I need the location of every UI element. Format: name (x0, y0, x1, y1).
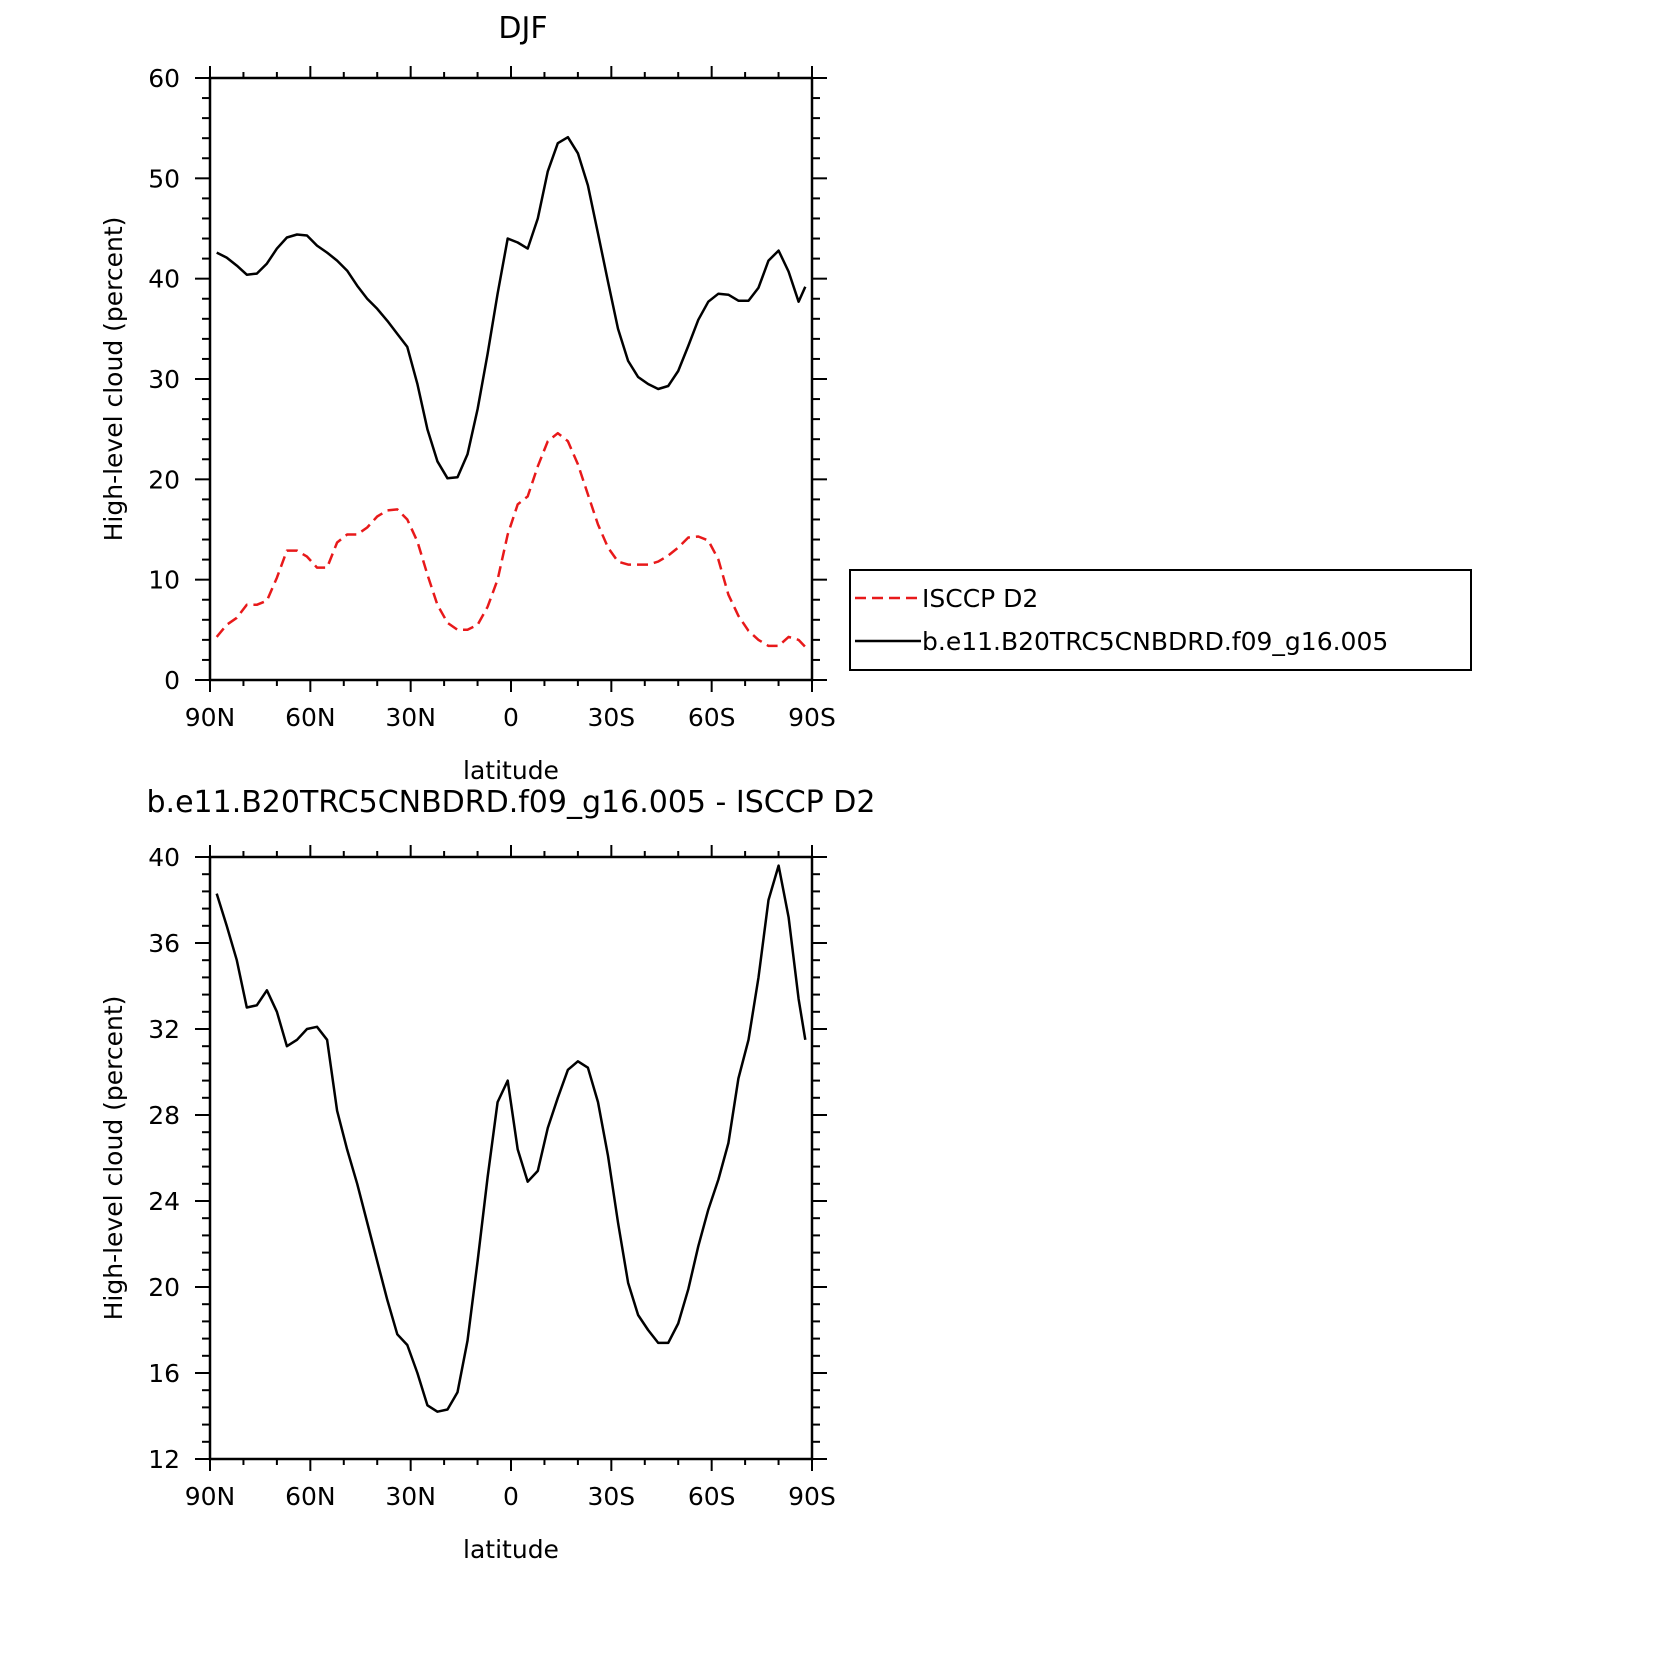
x-tick-label: 0 (503, 1482, 519, 1511)
y-tick-label: 32 (148, 1015, 180, 1044)
top-panel-tick-labels: 90N 60N 30N 0 30S 60S 90S 0 10 20 30 40 50 60 (148, 64, 836, 732)
legend: ISCCP D2 b.e11.B20TRC5CNBDRD.f09_g16.005 (849, 569, 1472, 671)
x-tick-label: 30S (587, 703, 635, 732)
x-tick-label: 90N (185, 703, 236, 732)
bottom-panel-title: b.e11.B20TRC5CNBDRD.f09_g16.005 - ISCCP … (146, 785, 875, 820)
y-tick-label: 0 (164, 666, 180, 695)
x-tick-label: 30N (385, 703, 436, 732)
y-tick-label: 40 (148, 265, 180, 294)
top-panel-y-axis-label: High-level cloud (percent) (99, 217, 128, 542)
bottom-panel-tick-labels: 90N 60N 30N 0 30S 60S 90S 12 16 20 24 28 32 36 40 (148, 843, 836, 1511)
top-panel-title: DJF (498, 11, 547, 46)
bottom-panel-series (215, 864, 807, 1413)
x-tick-label: 30N (385, 1482, 436, 1511)
legend-label-model: b.e11.B20TRC5CNBDRD.f09_g16.005 (922, 627, 1388, 656)
x-tick-label: 0 (503, 703, 519, 732)
x-tick-label: 90N (185, 1482, 236, 1511)
bottom-panel-plot-frame (208, 855, 814, 1461)
series-line-1 (216, 135, 807, 480)
y-tick-label: 16 (148, 1359, 180, 1388)
x-tick-label: 60N (285, 703, 336, 732)
top-panel: DJF 90N 60N 30N 0 30S 60S 90S 0 10 20 30 40 50 60 lat… (99, 11, 836, 785)
y-tick-label: 24 (148, 1187, 180, 1216)
bottom-panel-y-axis-label: High-level cloud (percent) (99, 996, 128, 1321)
top-panel-x-axis-label: latitude (463, 756, 559, 785)
legend-label-isccp: ISCCP D2 (922, 584, 1038, 613)
y-tick-label: 30 (148, 365, 180, 394)
x-tick-label: 90S (788, 703, 836, 732)
x-tick-label: 60S (688, 1482, 736, 1511)
x-tick-label: 90S (788, 1482, 836, 1511)
y-tick-label: 20 (148, 465, 180, 494)
y-tick-label: 28 (148, 1101, 180, 1130)
x-tick-label: 30S (587, 1482, 635, 1511)
y-tick-label: 60 (148, 64, 180, 93)
series-line-0 (215, 431, 807, 648)
top-panel-ticks (195, 66, 827, 692)
y-tick-label: 12 (148, 1445, 180, 1474)
top-panel-plot-frame (208, 76, 814, 682)
legend-box (849, 569, 1472, 671)
y-tick-label: 36 (148, 929, 180, 958)
x-tick-label: 60S (688, 703, 736, 732)
x-tick-label: 60N (285, 1482, 336, 1511)
bottom-panel-x-axis-label: latitude (463, 1535, 559, 1564)
y-tick-label: 50 (148, 164, 180, 193)
top-panel-series (215, 135, 807, 648)
y-tick-label: 10 (148, 566, 180, 595)
bottom-panel: b.e11.B20TRC5CNBDRD.f09_g16.005 - ISCCP … (99, 785, 876, 1564)
y-tick-label: 20 (148, 1273, 180, 1302)
bottom-panel-ticks (195, 845, 827, 1471)
series-line-0 (215, 864, 807, 1413)
y-tick-label: 40 (148, 843, 180, 872)
